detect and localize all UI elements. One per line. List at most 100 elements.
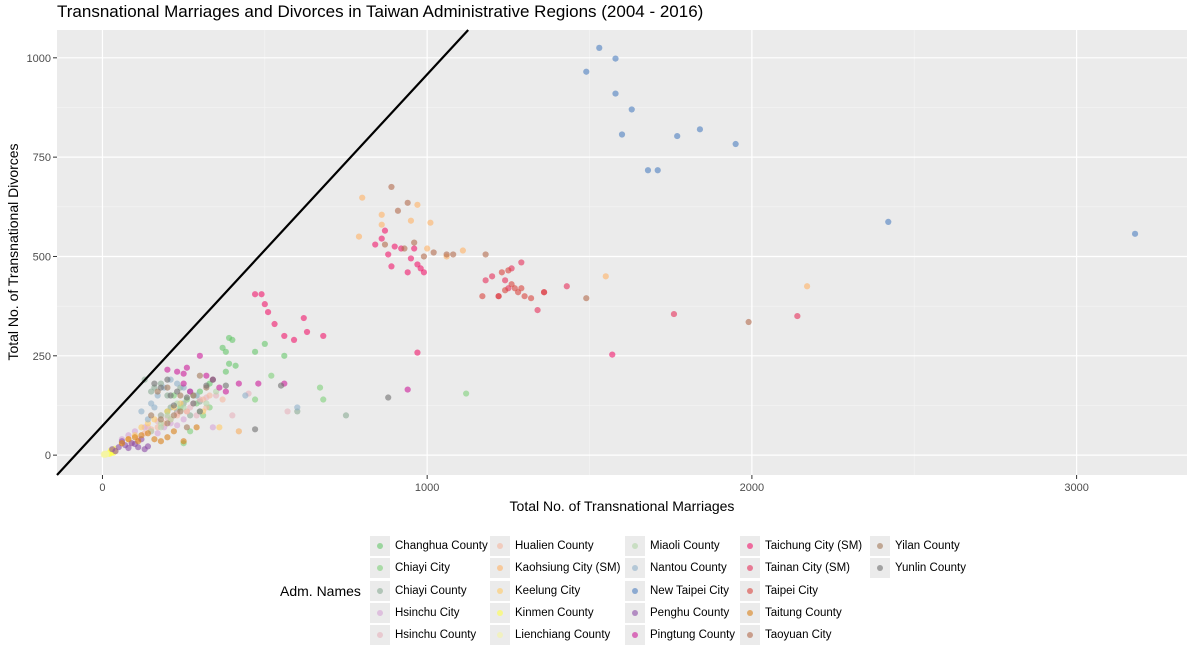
point-chiayi-city bbox=[463, 390, 470, 397]
legend-item: Hsinchu County bbox=[370, 624, 476, 646]
scatter-plot: 0 1000 2000 3000 0 250 500 750 1000 Total No. of… bbox=[5, 29, 1187, 514]
point-taichung-city-sm bbox=[404, 269, 411, 276]
point-hualien-county bbox=[206, 392, 213, 399]
point-yunlin-county bbox=[170, 402, 177, 409]
point-chiayi-city bbox=[268, 372, 275, 379]
point-taichung-city-sm bbox=[290, 336, 298, 344]
point-penghu-county bbox=[125, 444, 132, 452]
point-pingtung-county bbox=[203, 372, 210, 379]
legend-item: Taipei City bbox=[740, 580, 818, 602]
point-yilan-county bbox=[177, 408, 184, 415]
y-tick-label: 250 bbox=[33, 351, 51, 363]
legend-item: Kaohsiung City (SM) bbox=[490, 557, 620, 579]
point-tainan-city-sm bbox=[518, 259, 525, 266]
point-new-taipei-city bbox=[732, 140, 739, 148]
point-nantou-county bbox=[174, 380, 181, 387]
point-taoyuan-city bbox=[388, 183, 395, 191]
legend-item: Chiayi County bbox=[370, 580, 467, 602]
legend-dot-icon bbox=[497, 609, 503, 616]
legend-label: Taitung County bbox=[765, 606, 842, 619]
point-keelung-city bbox=[216, 424, 223, 431]
point-yunlin-county bbox=[196, 408, 203, 415]
point-yunlin-county bbox=[183, 394, 190, 401]
point-taipei-city bbox=[479, 293, 486, 300]
point-taichung-city-sm bbox=[261, 301, 268, 308]
point-pingtung-county bbox=[180, 370, 187, 377]
point-keelung-city bbox=[235, 428, 242, 435]
point-new-taipei-city bbox=[1131, 230, 1139, 237]
legend-item: Yilan County bbox=[870, 535, 960, 557]
legend-item: Yunlin County bbox=[870, 557, 966, 579]
point-new-taipei-city bbox=[885, 218, 892, 226]
point-new-taipei-city bbox=[583, 68, 590, 75]
legend-label: Changhua County bbox=[395, 540, 488, 552]
point-taipei-city bbox=[505, 267, 512, 274]
point-taipei-city bbox=[521, 293, 528, 300]
point-new-taipei-city bbox=[596, 44, 603, 51]
point-yunlin-county bbox=[151, 380, 158, 387]
point-yunlin-county bbox=[277, 382, 285, 389]
legend-label: Keelung City bbox=[515, 584, 581, 597]
point-taichung-city-sm bbox=[264, 308, 272, 316]
x-tick-label: 0 bbox=[99, 482, 105, 494]
point-yilan-county bbox=[164, 384, 171, 391]
point-taichung-city-sm bbox=[271, 320, 278, 328]
point-chiayi-city bbox=[316, 384, 324, 391]
minor-gridlines bbox=[57, 30, 1187, 475]
legend-key bbox=[625, 536, 645, 556]
point-hualien-county bbox=[219, 396, 226, 403]
legend-dot-icon bbox=[877, 543, 883, 549]
point-tainan-city-sm bbox=[502, 277, 509, 284]
point-hsinchu-county bbox=[284, 408, 291, 415]
point-new-taipei-city bbox=[612, 90, 619, 97]
point-nantou-county bbox=[242, 392, 249, 399]
point-taichung-city-sm bbox=[420, 269, 428, 276]
point-kaohsiung-city-sm bbox=[459, 247, 466, 254]
point-taitung-county bbox=[170, 428, 177, 435]
legend-dot-icon bbox=[747, 587, 753, 594]
point-pingtung-county bbox=[196, 352, 203, 359]
point-taitung-county bbox=[157, 438, 165, 445]
point-taitung-county bbox=[138, 432, 145, 439]
point-yunlin-county bbox=[251, 426, 259, 433]
point-pingtung-county bbox=[164, 366, 171, 373]
point-nantou-county bbox=[151, 404, 158, 411]
point-taipei-city bbox=[502, 287, 509, 294]
legend-item: Changhua County bbox=[370, 535, 488, 557]
point-taipei-city bbox=[527, 295, 535, 302]
legend-label: New Taipei City bbox=[650, 584, 730, 597]
point-new-taipei-city bbox=[612, 55, 619, 62]
point-chiayi-city bbox=[251, 396, 259, 403]
legend-item: Miaoli County bbox=[625, 535, 720, 557]
point-yunlin-county bbox=[209, 376, 216, 383]
point-taichung-city-sm bbox=[281, 332, 288, 340]
point-yunlin-county bbox=[222, 382, 229, 389]
legend-item: Taichung City (SM) bbox=[740, 535, 862, 557]
point-taitung-county bbox=[125, 436, 132, 443]
point-pingtung-county bbox=[404, 386, 411, 393]
point-kaohsiung-city-sm bbox=[359, 194, 366, 201]
point-taoyuan-city bbox=[430, 249, 437, 256]
x-axis-title: Total No. of Transnational Marriages bbox=[510, 498, 735, 514]
legend-dot-icon bbox=[747, 609, 753, 616]
y-tick-label: 500 bbox=[33, 251, 51, 263]
legend-title: Adm. Names bbox=[280, 583, 361, 599]
legend-item: Taitung County bbox=[740, 602, 842, 624]
legend-key bbox=[370, 602, 390, 623]
point-changhua-county bbox=[225, 360, 233, 367]
legend-item: Lienchiang County bbox=[490, 624, 610, 646]
legend-label: Kaohsiung City (SM) bbox=[515, 562, 621, 575]
legend-key bbox=[740, 625, 760, 646]
point-taoyuan-city bbox=[404, 199, 411, 206]
point-yunlin-county bbox=[203, 382, 210, 389]
legend-label: Chiayi City bbox=[395, 562, 450, 575]
point-taitung-county bbox=[135, 438, 142, 445]
point-taichung-city-sm bbox=[320, 332, 327, 340]
point-kaohsiung-city-sm bbox=[427, 219, 434, 226]
point-kaohsiung-city-sm bbox=[424, 245, 431, 252]
point-kaohsiung-city-sm bbox=[602, 273, 609, 280]
legend-dot-icon bbox=[497, 587, 503, 594]
legend-dot-icon bbox=[747, 543, 753, 549]
y-tick-label: 0 bbox=[45, 450, 51, 462]
point-taichung-city-sm bbox=[411, 245, 418, 252]
